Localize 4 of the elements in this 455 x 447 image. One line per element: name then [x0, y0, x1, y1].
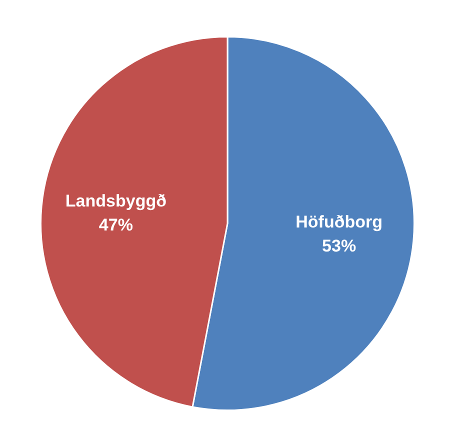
data-label: 53%: [322, 236, 356, 256]
data-label: 47%: [98, 216, 133, 235]
slice-label: Höfuðborg: [296, 212, 382, 232]
slice-label: Landsbyggð: [65, 192, 166, 211]
